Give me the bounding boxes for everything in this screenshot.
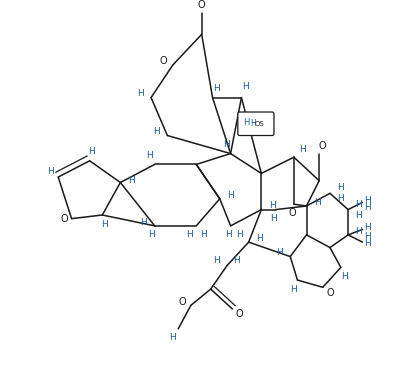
Text: H: H (146, 151, 153, 160)
Text: O: O (288, 208, 296, 218)
Text: H: H (48, 167, 55, 176)
Text: O: O (319, 141, 326, 151)
Text: H: H (233, 256, 239, 265)
Text: H: H (269, 201, 276, 211)
Text: H: H (186, 230, 193, 239)
Text: H: H (356, 227, 362, 236)
Text: H: H (341, 272, 348, 281)
Text: H: H (225, 230, 232, 239)
Text: O: O (160, 57, 168, 66)
Text: H: H (227, 191, 234, 200)
Text: O: O (61, 214, 68, 224)
Text: O: O (236, 310, 243, 319)
Text: H: H (88, 147, 95, 156)
Text: H: H (137, 89, 144, 99)
Text: H: H (276, 249, 283, 257)
Text: H: H (300, 146, 306, 154)
Text: H: H (169, 333, 176, 342)
Text: H: H (250, 119, 256, 128)
Text: H: H (291, 285, 297, 293)
Text: H: H (236, 230, 243, 239)
Text: H: H (153, 127, 160, 137)
Text: H: H (213, 84, 219, 93)
Text: H: H (223, 140, 230, 149)
Text: H: H (128, 176, 135, 185)
Text: OS: OS (255, 120, 265, 127)
Text: H: H (101, 220, 107, 228)
Text: H: H (271, 214, 277, 223)
Text: O: O (178, 297, 186, 307)
Text: H: H (314, 198, 321, 207)
Text: H: H (337, 194, 344, 203)
Text: H: H (356, 211, 362, 219)
Text: H: H (213, 256, 219, 265)
Text: O: O (326, 288, 334, 298)
Text: H: H (365, 196, 371, 205)
Text: H: H (365, 203, 371, 212)
Text: H: H (256, 234, 263, 243)
Text: H: H (140, 218, 147, 227)
Text: O: O (198, 0, 206, 10)
Text: H: H (200, 230, 207, 239)
Text: H: H (365, 239, 371, 249)
Text: H: H (243, 118, 249, 127)
Text: H: H (356, 200, 362, 209)
Text: H: H (337, 183, 344, 192)
Text: H: H (365, 223, 371, 232)
Text: H: H (365, 232, 371, 241)
Text: H: H (242, 82, 248, 91)
FancyBboxPatch shape (238, 112, 274, 135)
Text: H: H (148, 230, 155, 239)
